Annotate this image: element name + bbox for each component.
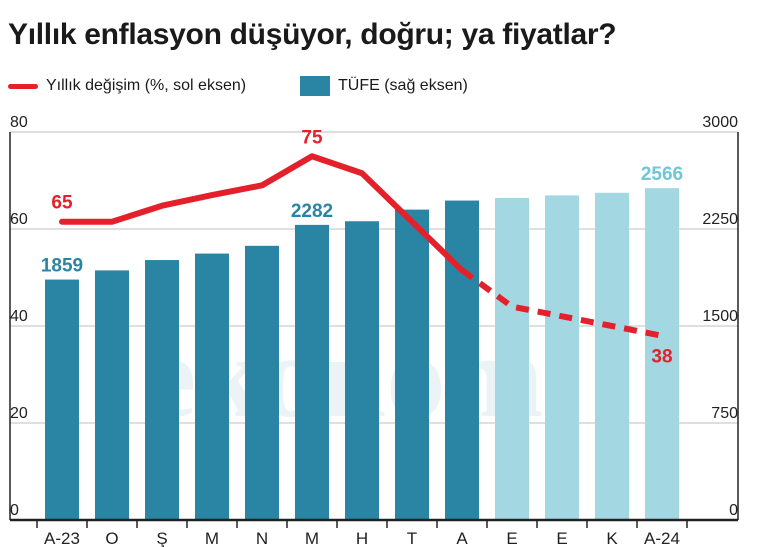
legend-item-line: Yıllık değişim (%, sol eksen) <box>8 74 246 98</box>
y-right-tick-label: 750 <box>711 405 738 422</box>
x-tick-label: O <box>105 529 118 547</box>
bar <box>495 197 529 520</box>
x-tick-label: A-23 <box>44 529 80 547</box>
bar <box>145 260 179 520</box>
y-left-tick-label: 60 <box>10 211 28 228</box>
bar <box>545 195 579 520</box>
y-right-tick-label: 0 <box>729 502 738 519</box>
data-label: 38 <box>651 347 672 368</box>
x-tick-label: M <box>305 529 319 547</box>
bar <box>195 253 229 520</box>
legend-line-label: Yıllık değişim (%, sol eksen) <box>46 77 247 94</box>
data-label: 1859 <box>41 256 83 277</box>
x-tick-label: H <box>356 529 368 547</box>
legend-line-swatch <box>8 83 38 89</box>
y-left-tick-label: 20 <box>10 405 28 422</box>
bar <box>295 224 329 520</box>
bar <box>595 192 629 520</box>
legend-item-bar: TÜFE (sağ eksen) <box>300 74 468 98</box>
y-right-tick-label: 3000 <box>702 114 738 131</box>
bar <box>45 279 79 520</box>
x-tick-label: Ş <box>156 529 167 547</box>
x-tick-label: E <box>506 529 517 547</box>
data-label: 65 <box>51 193 73 214</box>
y-left-tick-label: 40 <box>10 308 28 325</box>
x-tick-label: E <box>556 529 567 547</box>
legend-bar-label: TÜFE (sağ eksen) <box>338 77 468 94</box>
y-right-tick-label: 1500 <box>702 308 738 325</box>
bar <box>445 200 479 520</box>
x-tick-label: T <box>407 529 417 547</box>
data-label: 2566 <box>641 164 683 185</box>
y-left-tick-label: 0 <box>10 502 19 519</box>
bar <box>245 245 279 520</box>
bar <box>345 221 379 521</box>
chart-title: Yıllık enflasyon düşüyor, doğru; ya fiya… <box>8 18 617 51</box>
x-tick-label: A-24 <box>644 529 680 547</box>
data-label: 75 <box>301 127 323 148</box>
bar <box>645 188 679 520</box>
x-tick-label: K <box>606 529 618 547</box>
bar <box>95 270 129 520</box>
line-series-projected <box>460 267 663 339</box>
data-label: 2282 <box>291 201 333 222</box>
x-tick-label: M <box>205 529 219 547</box>
x-tick-label: N <box>256 529 268 547</box>
x-tick-label: A <box>456 529 468 547</box>
y-left-tick-label: 80 <box>10 114 28 131</box>
bar <box>395 209 429 520</box>
line-series-actual <box>59 153 465 274</box>
legend-bar-swatch <box>300 76 330 96</box>
y-right-tick-label: 2250 <box>702 211 738 228</box>
